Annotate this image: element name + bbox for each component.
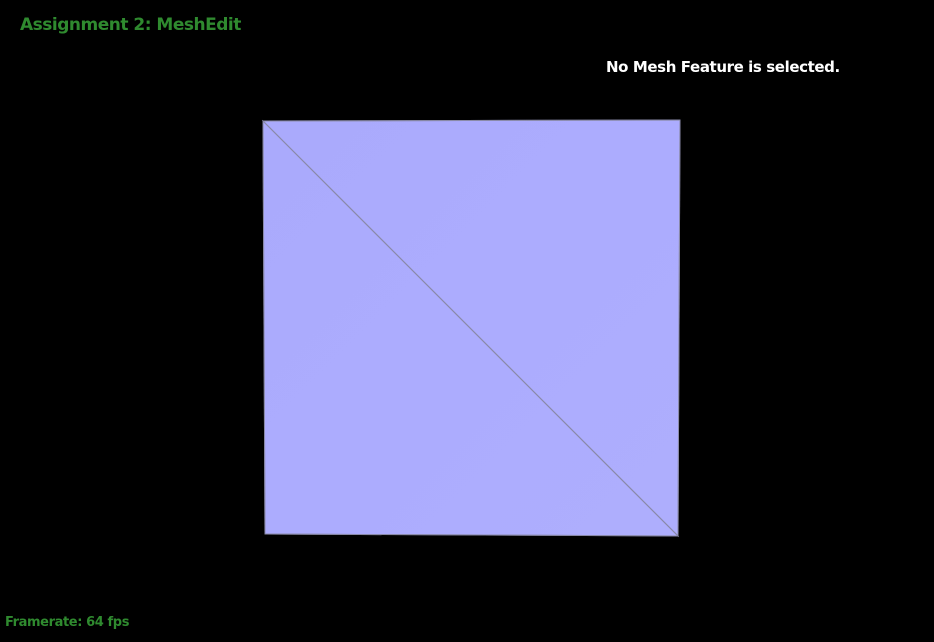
selection-status-text: No Mesh Feature is selected. [606, 58, 840, 76]
framerate-readout: Framerate: 64 fps [5, 615, 129, 630]
app-title: Assignment 2: MeshEdit [20, 15, 241, 35]
